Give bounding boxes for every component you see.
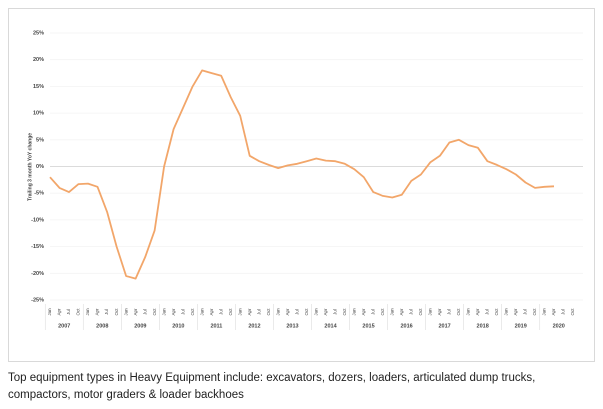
x-tick-label: Oct: [532, 308, 537, 316]
y-tick-label: -25%: [31, 297, 44, 303]
x-tick-label: Apr: [513, 308, 518, 316]
y-tick-label: 25%: [33, 30, 44, 36]
x-tick-label: Jul: [370, 309, 375, 315]
x-tick-label: Jan: [237, 308, 242, 316]
y-tick-label: 10%: [33, 111, 44, 117]
x-tick-label: Jan: [85, 308, 90, 316]
x-tick-label: Apr: [399, 308, 404, 316]
x-tick-label: Apr: [551, 308, 556, 316]
x-tick-label: Oct: [418, 308, 423, 316]
caption: Top equipment types in Heavy Equipment i…: [8, 372, 536, 401]
x-tick-label: Jul: [104, 309, 109, 315]
year-label: 2017: [439, 323, 451, 329]
x-tick-label: Apr: [437, 308, 442, 316]
year-label: 2020: [553, 323, 565, 329]
x-tick-label: Oct: [456, 308, 461, 316]
x-tick-label: Oct: [380, 308, 385, 316]
x-tick-label: Apr: [57, 308, 62, 316]
x-tick-label: Jan: [390, 308, 395, 316]
x-tick-label: Apr: [95, 308, 100, 316]
year-label: 2010: [172, 323, 184, 329]
x-tick-label: Jul: [485, 309, 490, 315]
y-tick-label: 15%: [33, 84, 44, 90]
x-tick-label: Oct: [152, 308, 157, 316]
year-label: 2019: [515, 323, 527, 329]
x-tick-label: Jul: [332, 309, 337, 315]
x-tick-label: Jul: [256, 309, 261, 315]
x-tick-label: Jul: [142, 309, 147, 315]
x-tick-label: Oct: [190, 308, 195, 316]
x-tick-label: Apr: [247, 308, 252, 316]
year-label: 2016: [400, 323, 412, 329]
x-tick-label: Apr: [209, 308, 214, 316]
x-tick-label: Jul: [409, 309, 414, 315]
year-label: 2012: [248, 323, 260, 329]
x-tick-label: Apr: [475, 308, 480, 316]
x-tick-label: Jul: [561, 309, 566, 315]
x-tick-label: Jan: [466, 308, 471, 316]
x-tick-label: Jul: [294, 309, 299, 315]
x-tick-label: Jul: [447, 309, 452, 315]
x-tick-label: Apr: [323, 308, 328, 316]
chart-frame: [8, 8, 595, 362]
x-tick-label: Apr: [171, 308, 176, 316]
x-tick-label: Jan: [161, 308, 166, 316]
x-tick-label: Oct: [494, 308, 499, 316]
year-label: 2013: [286, 323, 298, 329]
x-tick-label: Jul: [218, 309, 223, 315]
x-tick-label: Oct: [304, 308, 309, 316]
x-tick-label: Jul: [180, 309, 185, 315]
x-tick-label: Jan: [351, 308, 356, 316]
y-tick-label: -15%: [31, 244, 44, 250]
y-axis-label: Trailing 3 month YoY change: [27, 133, 33, 201]
x-tick-label: Jan: [313, 308, 318, 316]
y-tick-label: 20%: [33, 57, 44, 63]
line-series: [49, 69, 555, 280]
y-tick-label: 5%: [36, 137, 44, 143]
year-label: 2018: [477, 323, 489, 329]
year-label: 2014: [324, 323, 337, 329]
x-tick-label: Apr: [133, 308, 138, 316]
year-label: 2007: [58, 323, 70, 329]
year-label: 2011: [210, 323, 222, 329]
x-tick-label: Oct: [570, 308, 575, 316]
y-tick-label: -20%: [31, 271, 44, 277]
y-tick-label: -10%: [31, 217, 44, 223]
year-label: 2008: [96, 323, 108, 329]
x-tick-label: Apr: [285, 308, 290, 316]
y-tick-label: -5%: [34, 191, 44, 197]
y-tick-label: 0%: [36, 164, 44, 170]
x-tick-label: Jan: [47, 308, 52, 316]
x-tick-label: Oct: [114, 308, 119, 316]
x-tick-label: Oct: [76, 308, 81, 316]
x-tick-label: Jul: [523, 309, 528, 315]
x-tick-label: Jan: [504, 308, 509, 316]
x-tick-label: Oct: [228, 308, 233, 316]
x-tick-label: Jan: [428, 308, 433, 316]
x-tick-label: Oct: [342, 308, 347, 316]
x-tick-label: Jul: [66, 309, 71, 315]
year-label: 2009: [134, 323, 146, 329]
x-tick-label: Apr: [361, 308, 366, 316]
year-label: 2015: [362, 323, 374, 329]
x-tick-label: Jan: [123, 308, 128, 316]
x-tick-label: Jan: [275, 308, 280, 316]
x-tick-label: Jan: [199, 308, 204, 316]
x-tick-label: Oct: [266, 308, 271, 316]
x-tick-label: Jan: [542, 308, 547, 316]
